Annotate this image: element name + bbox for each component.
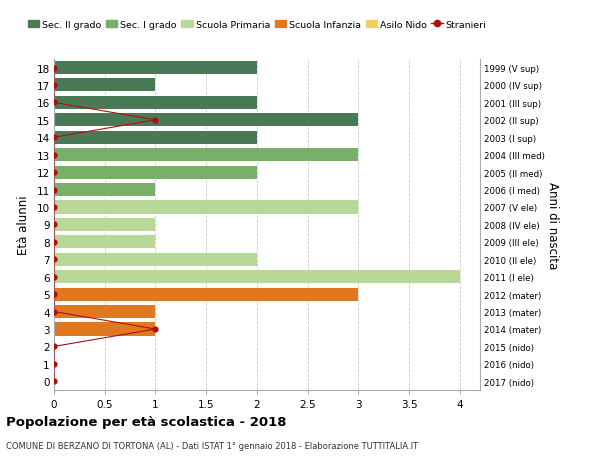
Bar bbox=[54, 201, 358, 214]
Bar bbox=[54, 62, 257, 75]
Bar bbox=[54, 288, 358, 301]
Bar bbox=[54, 131, 257, 145]
Legend: Sec. II grado, Sec. I grado, Scuola Primaria, Scuola Infanzia, Asilo Nido, Stran: Sec. II grado, Sec. I grado, Scuola Prim… bbox=[24, 17, 490, 33]
Bar bbox=[54, 218, 155, 231]
Bar bbox=[54, 270, 460, 284]
Bar bbox=[54, 184, 155, 196]
Y-axis label: Anni di nascita: Anni di nascita bbox=[546, 181, 559, 269]
Bar bbox=[54, 114, 358, 127]
Bar bbox=[54, 253, 257, 266]
Bar bbox=[54, 149, 358, 162]
Text: COMUNE DI BERZANO DI TORTONA (AL) - Dati ISTAT 1° gennaio 2018 - Elaborazione TU: COMUNE DI BERZANO DI TORTONA (AL) - Dati… bbox=[6, 441, 418, 450]
Text: Popolazione per età scolastica - 2018: Popolazione per età scolastica - 2018 bbox=[6, 415, 287, 428]
Bar bbox=[54, 97, 257, 110]
Bar bbox=[54, 305, 155, 319]
Bar bbox=[54, 166, 257, 179]
Bar bbox=[54, 236, 155, 249]
Bar bbox=[54, 79, 155, 92]
Bar bbox=[54, 323, 155, 336]
Y-axis label: Età alunni: Età alunni bbox=[17, 195, 29, 255]
